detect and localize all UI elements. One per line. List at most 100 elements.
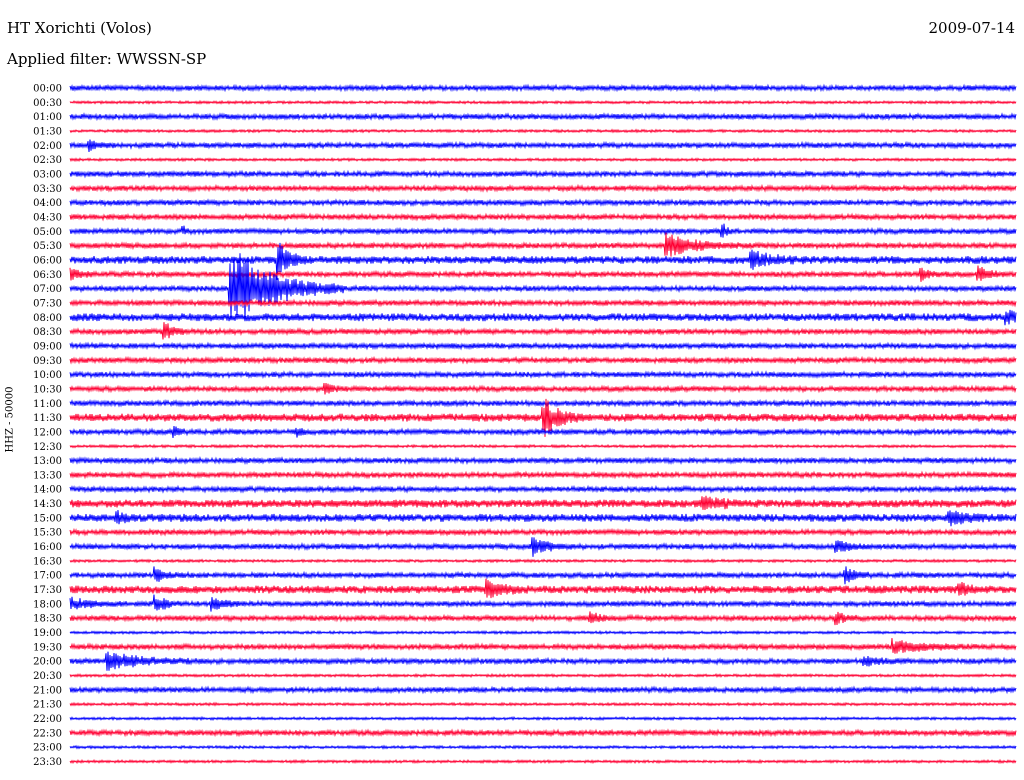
row-time-label: 20:00 (33, 657, 62, 668)
row-time-label: 19:00 (33, 628, 62, 639)
row-time-label: 01:30 (33, 126, 62, 137)
row-time-label: 23:00 (33, 743, 62, 754)
filter-label: Applied filter: WWSSN-SP (7, 50, 207, 68)
seismic-trace-line (69, 578, 1017, 599)
seismic-trace-line (69, 594, 1017, 612)
seismic-trace-line (69, 298, 1017, 308)
row-time-label: 10:30 (33, 384, 62, 395)
row-time-label: 23:30 (33, 757, 62, 768)
seismic-trace-line (69, 398, 1017, 408)
seismic-trace-line (69, 265, 1017, 282)
row-time-label: 15:30 (33, 528, 62, 539)
seismic-trace-line (69, 383, 1017, 395)
seismic-trace-line (69, 212, 1017, 222)
row-time-label: 10:00 (33, 370, 62, 381)
row-time-label: 00:30 (33, 98, 62, 109)
seismic-trace-line (69, 99, 1017, 105)
seismic-trace-line (69, 558, 1017, 564)
row-time-label: 17:00 (33, 571, 62, 582)
row-time-label: 09:30 (33, 356, 62, 367)
row-time-label: 07:30 (33, 298, 62, 309)
row-time-label: 08:30 (33, 327, 62, 338)
row-time-label: 16:30 (33, 556, 62, 567)
seismic-trace-line (69, 484, 1017, 494)
row-time-label: 07:00 (33, 284, 62, 295)
seismic-trace-line (69, 309, 1017, 326)
row-time-label: 11:30 (33, 413, 62, 424)
row-time-label: 21:00 (33, 685, 62, 696)
seismic-trace-line (69, 638, 1017, 654)
row-time-label: 05:00 (33, 227, 62, 238)
seismic-trace-line (69, 443, 1017, 449)
seismic-trace-line (69, 651, 1017, 671)
row-time-label: 12:30 (33, 442, 62, 453)
seismic-trace-line (69, 527, 1017, 537)
row-time-label: 11:00 (33, 399, 62, 410)
seismic-trace-line (69, 157, 1017, 163)
seismic-trace-line (69, 253, 1017, 322)
row-time-label: 01:00 (33, 112, 62, 123)
seismic-trace-line (69, 611, 1017, 626)
seismic-trace-line (69, 715, 1017, 722)
row-time-label: 09:00 (33, 341, 62, 352)
seismic-trace-line (69, 242, 1017, 280)
seismic-trace-line (69, 537, 1017, 557)
row-time-label: 19:30 (33, 642, 62, 653)
seismic-trace-line (69, 456, 1017, 466)
row-time-label: 06:30 (33, 270, 62, 281)
row-time-label: 06:00 (33, 255, 62, 266)
row-time-label: 22:30 (33, 728, 62, 739)
seismic-trace-line (69, 223, 1017, 238)
seismic-trace-line (69, 566, 1017, 585)
date-label: 2009-07-14 (928, 19, 1015, 37)
row-time-label: 02:30 (33, 155, 62, 166)
row-time-label: 18:00 (33, 599, 62, 610)
seismic-trace-line (69, 169, 1017, 179)
row-time-label: 22:00 (33, 714, 62, 725)
seismic-trace-line (69, 629, 1017, 636)
row-time-label: 13:30 (33, 470, 62, 481)
seismic-trace-line (69, 139, 1017, 152)
row-time-label: 08:00 (33, 313, 62, 324)
seismic-trace-line (69, 758, 1017, 765)
seismic-trace-line (69, 183, 1017, 193)
seismic-trace-line (69, 744, 1017, 750)
row-time-label: 16:00 (33, 542, 62, 553)
row-time-label: 17:30 (33, 585, 62, 596)
row-time-label: 03:00 (33, 169, 62, 180)
seismic-trace-line (69, 232, 1017, 257)
seismic-trace-line (69, 128, 1017, 134)
seismic-trace-line (69, 728, 1017, 738)
row-time-label: 21:30 (33, 700, 62, 711)
row-time-label: 12:00 (33, 427, 62, 438)
row-time-label: 18:30 (33, 614, 62, 625)
seismic-trace-line (69, 510, 1017, 527)
seismic-trace-line (69, 701, 1017, 707)
row-time-label: 04:00 (33, 198, 62, 209)
seismic-trace-line (69, 426, 1017, 438)
row-time-label: 13:00 (33, 456, 62, 467)
seismic-trace-line (69, 495, 1017, 510)
seismic-trace-line (69, 672, 1017, 679)
row-time-label: 14:00 (33, 485, 62, 496)
row-time-label: 02:00 (33, 141, 62, 152)
row-time-label: 00:00 (33, 84, 62, 95)
seismic-trace-line (69, 198, 1017, 208)
seismic-trace-line (69, 685, 1017, 695)
seismic-trace-line (69, 112, 1017, 122)
row-time-label: 05:30 (33, 241, 62, 252)
seismic-trace-line (69, 322, 1017, 340)
station-title: HT Xorichti (Volos) (7, 19, 152, 37)
row-time-label: 14:30 (33, 499, 62, 510)
seismic-trace-line (69, 341, 1017, 351)
row-time-label: 04:30 (33, 212, 62, 223)
row-time-label: 03:30 (33, 184, 62, 195)
seismic-trace-line (69, 470, 1017, 480)
row-time-label: 15:00 (33, 513, 62, 524)
seismic-trace-line (69, 370, 1017, 380)
seismic-trace-line (69, 398, 1017, 437)
seismic-trace-line (69, 83, 1017, 93)
seismic-trace-line (69, 355, 1017, 365)
row-time-label: 20:30 (33, 671, 62, 682)
